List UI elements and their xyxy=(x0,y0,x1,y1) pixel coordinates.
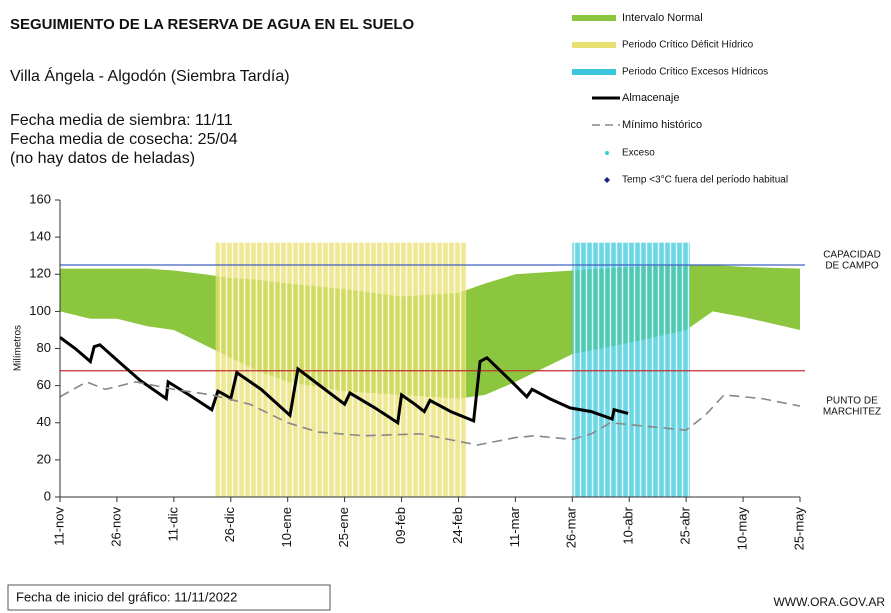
info: (no hay datos de heladas) xyxy=(10,150,195,167)
x-tick-label: 10-ene xyxy=(279,507,294,547)
reference-label: DE CAMPO xyxy=(825,261,879,272)
subtitle: Villa Ángela - Algodón (Siembra Tardía) xyxy=(10,66,290,85)
legend-swatch xyxy=(572,69,616,75)
legend-swatch xyxy=(604,177,610,183)
reference-label: MARCHITEZ xyxy=(823,406,881,417)
footer: Fecha de inicio del gráfico: 11/11/2022 xyxy=(16,589,237,604)
legend-swatch xyxy=(572,15,616,21)
x-tick-label: 09-feb xyxy=(393,507,408,544)
legend-label: Mínimo histórico xyxy=(622,119,702,131)
period-stripes xyxy=(215,242,467,497)
y-tick-label: 160 xyxy=(29,191,51,206)
info: Fecha media de siembra: 11/11 xyxy=(10,112,233,129)
x-tick-label: 11-dic xyxy=(165,507,180,542)
source: WWW.ORA.GOV.AR xyxy=(773,595,885,609)
y-tick-label: 0 xyxy=(44,488,51,503)
x-tick-label: 11-nov xyxy=(51,507,66,546)
x-tick-label: 10-may xyxy=(735,507,750,551)
period-stripes xyxy=(572,242,690,497)
y-tick-label: 100 xyxy=(29,303,51,318)
x-tick-label: 26-nov xyxy=(108,507,123,547)
legend-label: Periodo Crítico Excesos Hídricos xyxy=(622,67,768,78)
y-tick-label: 40 xyxy=(37,414,51,429)
legend-label: Almacenaje xyxy=(622,92,679,104)
reference-label: CAPACIDAD xyxy=(823,250,881,261)
y-tick-label: 120 xyxy=(29,266,51,281)
x-tick-label: 25-ene xyxy=(336,507,351,547)
legend-label: Temp <3°C fuera del período habitual xyxy=(622,175,788,186)
legend-label: Periodo Crítico Déficit Hídrico xyxy=(622,40,754,51)
x-tick-label: 26-dic xyxy=(222,507,237,543)
legend-label: Exceso xyxy=(622,148,655,159)
legend-swatch xyxy=(572,42,616,48)
y-tick-label: 20 xyxy=(37,451,51,466)
x-tick-label: 25-abr xyxy=(678,506,693,544)
legend-swatch xyxy=(605,151,609,155)
x-tick-label: 10-abr xyxy=(621,506,636,544)
reference-label: PUNTO DE xyxy=(826,395,878,406)
x-tick-label: 24-feb xyxy=(450,507,465,544)
series-line xyxy=(59,381,801,446)
legend-label: Intervalo Normal xyxy=(622,12,703,24)
y-tick-label: 60 xyxy=(37,377,51,392)
y-axis-label: Milímetros xyxy=(13,325,24,371)
chart-title: SEGUIMIENTO DE LA RESERVA DE AGUA EN EL … xyxy=(10,16,415,33)
y-tick-label: 80 xyxy=(37,340,51,355)
series-line xyxy=(59,336,629,426)
x-tick-label: 11-mar xyxy=(507,506,522,547)
x-tick-label: 26-mar xyxy=(564,506,579,548)
x-tick-label: 25-may xyxy=(791,507,806,551)
footer-box xyxy=(7,584,331,611)
y-tick-label: 140 xyxy=(29,229,51,244)
info: Fecha media de cosecha: 25/04 xyxy=(10,131,238,148)
